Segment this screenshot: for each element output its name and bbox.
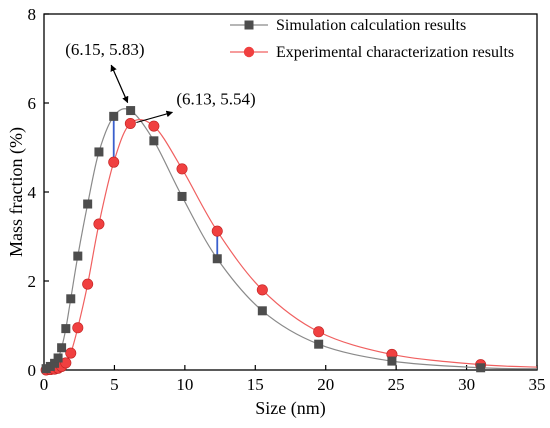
x-tick-label: 20: [317, 375, 334, 394]
x-tick-label: 15: [247, 375, 264, 394]
legend-label-1: Experimental characterization results: [276, 44, 514, 61]
sim-point: [126, 106, 136, 116]
sim-point: [94, 147, 104, 157]
exp-point: [124, 117, 136, 129]
x-tick-label: 5: [110, 375, 119, 394]
sim-point: [50, 358, 60, 368]
sim-point: [73, 251, 83, 261]
sim-point: [387, 356, 397, 366]
sim-point: [177, 191, 187, 201]
y-tick-label: 6: [28, 94, 37, 113]
x-tick-label: 25: [388, 375, 405, 394]
sim-point: [109, 111, 119, 121]
x-tick-label: 35: [529, 375, 546, 394]
legend-marker-exp: [243, 46, 255, 58]
exp-peak-annotation: (6.13, 5.54): [176, 89, 255, 108]
sim-point: [476, 363, 486, 373]
y-axis-title: Mass fraction (%): [6, 127, 27, 257]
sim-point: [61, 324, 71, 334]
sim-point: [57, 343, 67, 353]
exp-point: [60, 357, 72, 369]
sim-point: [83, 199, 93, 209]
annotation-arrow: [110, 64, 129, 103]
exp-point: [148, 120, 160, 132]
exp-point: [82, 278, 94, 290]
legend-label-0: Simulation calculation results: [276, 17, 466, 34]
exp-point: [65, 347, 77, 359]
exp-point: [176, 163, 188, 175]
exp-point: [108, 156, 120, 168]
y-tick-label: 0: [28, 361, 37, 380]
x-axis-title: Size (nm): [255, 398, 325, 419]
sim-point: [53, 353, 63, 363]
sim-point: [212, 254, 222, 264]
x-tick-label: 0: [40, 375, 49, 394]
x-tick-label: 10: [176, 375, 193, 394]
sim-point: [66, 294, 76, 304]
sim-point: [257, 306, 267, 316]
y-tick-label: 4: [28, 183, 37, 202]
exp-point: [72, 322, 84, 334]
sim-peak-annotation: (6.15, 5.83): [65, 40, 144, 59]
series-line-0: [45, 108, 538, 370]
sim-point: [314, 339, 324, 349]
exp-point: [256, 284, 268, 296]
exp-point: [313, 326, 325, 338]
exp-point: [93, 218, 105, 230]
exp-point: [211, 225, 223, 237]
y-tick-label: 2: [28, 272, 37, 291]
x-tick-label: 30: [458, 375, 475, 394]
annotation-arrow: [136, 110, 174, 123]
series-line-1: [46, 119, 538, 371]
plot-frame: [43, 13, 538, 371]
y-tick-label: 8: [28, 5, 37, 24]
legend-marker-sim: [244, 20, 254, 30]
sim-point: [149, 136, 159, 146]
